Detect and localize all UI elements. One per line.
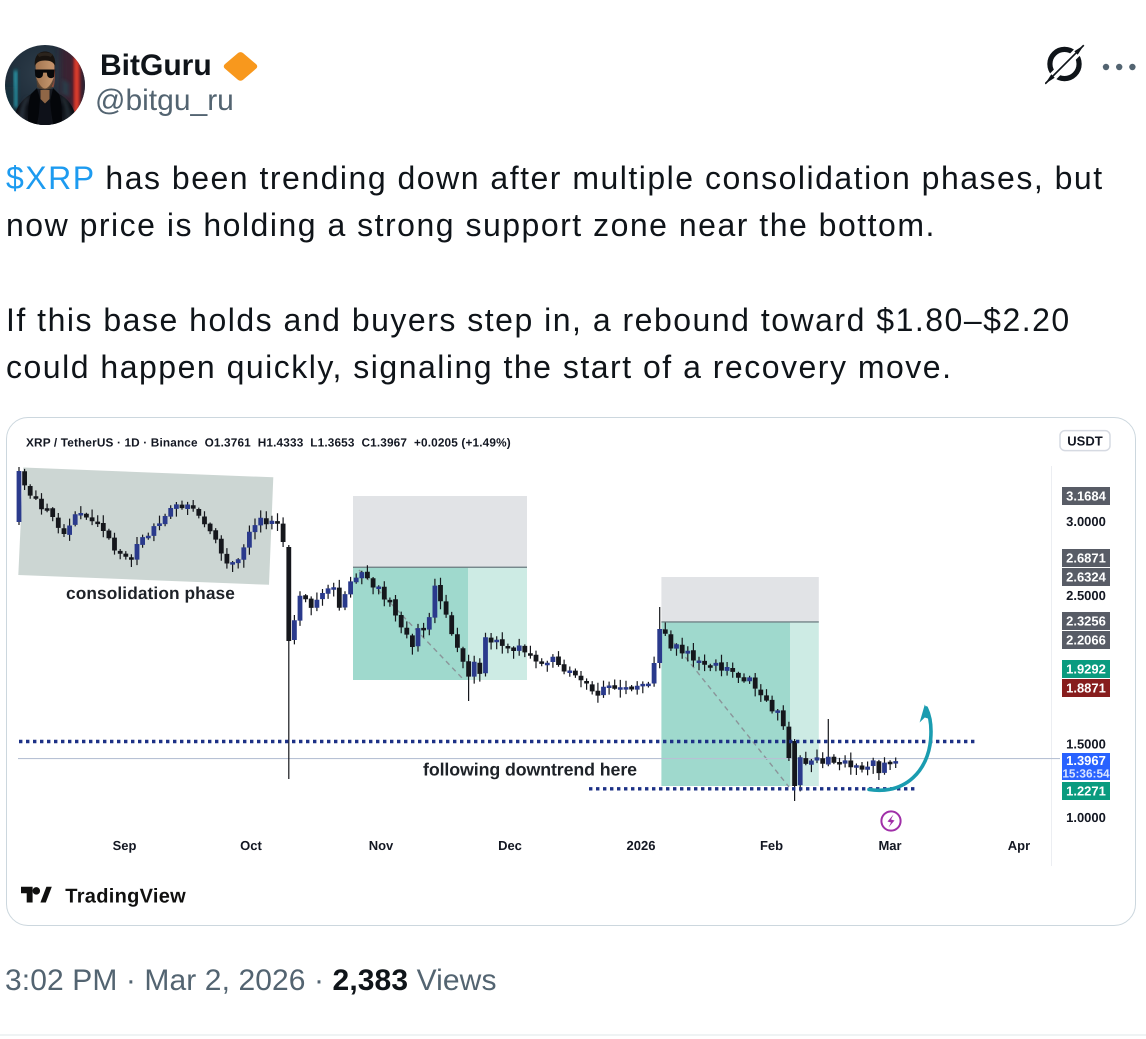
svg-text:1.2271: 1.2271 <box>1066 784 1106 799</box>
svg-text:XRP / TetherUS · 1D · Binance: XRP / TetherUS · 1D · Binance O1.3761 H1… <box>26 435 511 449</box>
svg-text:1.0000: 1.0000 <box>1066 810 1106 825</box>
svg-text:2026: 2026 <box>627 838 656 853</box>
svg-text:TradingView: TradingView <box>65 886 186 908</box>
svg-text:2.5000: 2.5000 <box>1066 588 1106 603</box>
svg-text:Dec: Dec <box>498 838 522 853</box>
svg-text:Apr: Apr <box>1008 838 1030 853</box>
svg-text:1.9292: 1.9292 <box>1066 662 1106 677</box>
svg-text:Nov: Nov <box>369 838 394 853</box>
svg-text:USDT: USDT <box>1067 433 1102 448</box>
svg-text:1.5000: 1.5000 <box>1066 737 1106 752</box>
svg-text:2.2066: 2.2066 <box>1066 633 1106 648</box>
svg-text:2.6871: 2.6871 <box>1066 551 1106 566</box>
svg-text:Oct: Oct <box>240 838 262 853</box>
svg-text:3.0000: 3.0000 <box>1066 514 1106 529</box>
svg-text:Feb: Feb <box>760 838 783 853</box>
svg-text:Mar: Mar <box>878 838 901 853</box>
svg-text:following downtrend here: following downtrend here <box>423 760 637 780</box>
svg-text:2.3256: 2.3256 <box>1066 614 1106 629</box>
svg-text:3.1684: 3.1684 <box>1066 489 1107 504</box>
svg-text:1.8871: 1.8871 <box>1066 681 1106 696</box>
svg-text:1.3967: 1.3967 <box>1066 753 1106 768</box>
svg-text:consolidation phase: consolidation phase <box>66 583 235 603</box>
svg-text:2.6324: 2.6324 <box>1066 570 1107 585</box>
svg-text:Sep: Sep <box>113 838 137 853</box>
svg-text:15:36:54: 15:36:54 <box>1062 767 1110 781</box>
